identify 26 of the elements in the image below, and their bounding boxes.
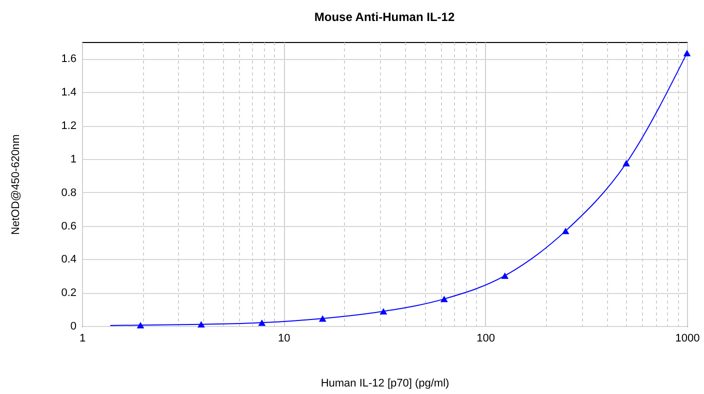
x-axis-title: Human IL-12 [p70] (pg/ml): [320, 378, 450, 390]
y-tick-label: 0.8: [61, 186, 76, 199]
point: [380, 308, 388, 315]
y-tick-label: 0: [70, 320, 76, 332]
point: [501, 272, 509, 279]
y-tick-label: 1.4: [61, 86, 76, 99]
x-tick-label: 1: [79, 332, 86, 344]
y-tick-label: 0.6: [61, 220, 76, 232]
point: [258, 319, 266, 326]
x-tick-label: 10: [278, 332, 290, 344]
x-tick-label: 1000: [675, 332, 700, 344]
y-tick-label: 0.2: [61, 287, 76, 300]
point: [197, 321, 205, 328]
point: [622, 160, 630, 166]
y-tick-label: 1: [70, 153, 76, 166]
y-axis-title: NetOD@450-620nm: [10, 134, 22, 235]
point: [562, 228, 570, 234]
point: [440, 296, 448, 302]
point: [136, 322, 144, 328]
y-tick-label: 1.2: [61, 120, 76, 132]
point: [683, 50, 691, 56]
chart-title: Mouse Anti-Human IL-12: [314, 10, 455, 24]
x-tick-label: 100: [476, 332, 496, 344]
point: [318, 315, 326, 322]
y-tick-label: 1.6: [61, 53, 76, 66]
y-tick-label: 0.4: [61, 254, 76, 266]
